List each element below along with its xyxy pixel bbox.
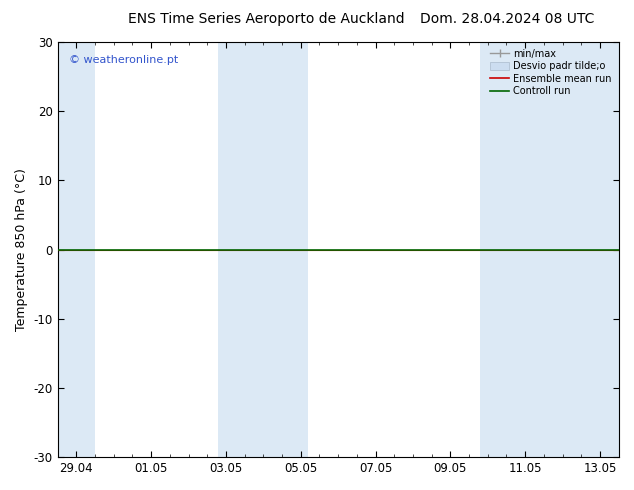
Bar [58,42,95,457]
Text: © weatheronline.pt: © weatheronline.pt [69,54,178,65]
Text: ENS Time Series Aeroporto de Auckland: ENS Time Series Aeroporto de Auckland [128,12,404,26]
Bar [219,42,308,457]
Legend: min/max, Desvio padr tilde;o, Ensemble mean run, Controll run: min/max, Desvio padr tilde;o, Ensemble m… [488,47,614,98]
Y-axis label: Temperature 850 hPa (°C): Temperature 850 hPa (°C) [15,168,28,331]
Text: Dom. 28.04.2024 08 UTC: Dom. 28.04.2024 08 UTC [420,12,595,26]
Bar [481,42,619,457]
